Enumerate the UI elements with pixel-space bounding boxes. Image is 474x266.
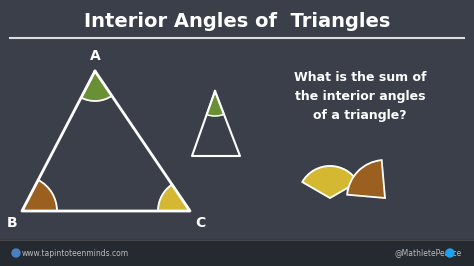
Text: B: B xyxy=(6,216,17,230)
Wedge shape xyxy=(22,180,57,211)
Circle shape xyxy=(12,249,20,257)
Text: What is the sum of
the interior angles
of a triangle?: What is the sum of the interior angles o… xyxy=(294,71,426,122)
Wedge shape xyxy=(158,185,190,211)
Text: C: C xyxy=(195,216,205,230)
Circle shape xyxy=(446,249,454,257)
Wedge shape xyxy=(302,166,358,198)
Wedge shape xyxy=(347,160,385,198)
Text: www.tapintoteenminds.com: www.tapintoteenminds.com xyxy=(22,248,129,257)
Text: Interior Angles of  Triangles: Interior Angles of Triangles xyxy=(84,12,390,31)
Bar xyxy=(0,240,474,266)
Wedge shape xyxy=(81,71,112,101)
Text: A: A xyxy=(90,49,100,63)
Wedge shape xyxy=(207,91,224,116)
Text: @MathletePearce: @MathletePearce xyxy=(395,248,462,257)
